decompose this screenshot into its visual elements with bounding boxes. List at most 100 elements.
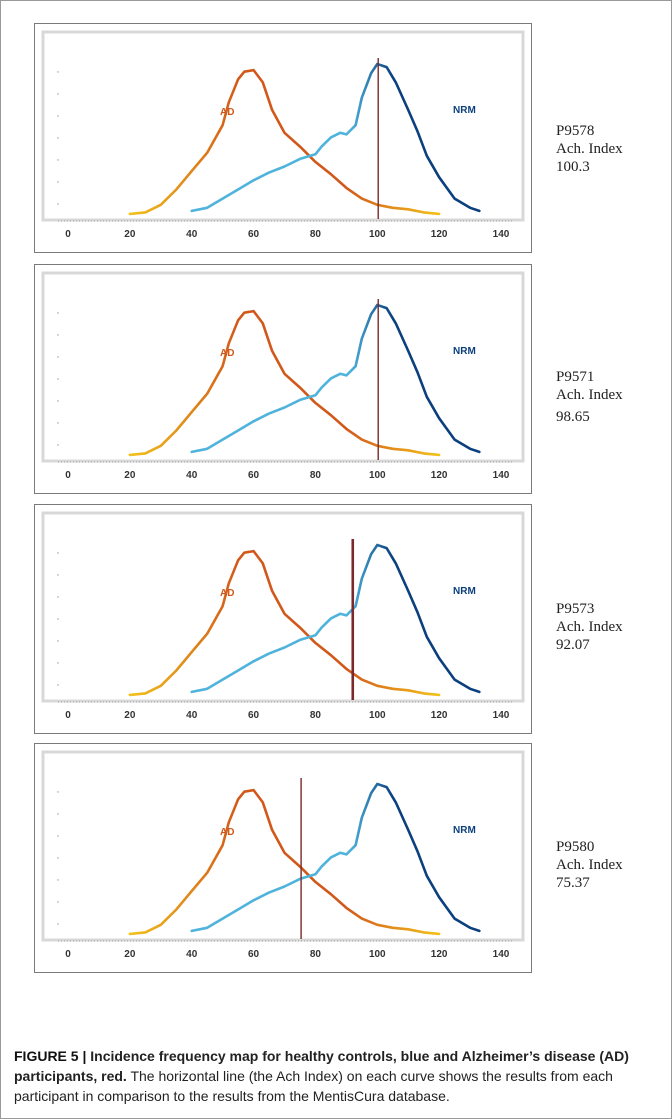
y-tick-dot <box>57 835 59 837</box>
index-label: Ach. Index <box>556 141 623 157</box>
y-tick-dot <box>57 400 59 402</box>
x-tick-label: 120 <box>431 710 448 721</box>
nrm-series-label: NRM <box>453 586 476 597</box>
x-tick-label: 40 <box>186 229 198 240</box>
nrm-series-line <box>190 782 481 933</box>
x-tick-label: 40 <box>186 470 198 481</box>
x-tick-label: 140 <box>493 470 510 481</box>
x-tick-label: 140 <box>493 949 510 960</box>
x-tick-label: 0 <box>65 949 71 960</box>
x-tick-label: 80 <box>310 710 322 721</box>
x-tick-label: 100 <box>369 470 386 481</box>
chart-svg: 0 20 40 60 80 100 120 140 AD NRM <box>41 750 525 960</box>
nrm-series-label: NRM <box>453 346 476 357</box>
nrm-series-label: NRM <box>453 825 476 836</box>
participant-info-3: P9573 Ach. Index 92.07 <box>556 600 623 654</box>
x-tick-label: 120 <box>431 229 448 240</box>
caption-label: FIGURE 5 | <box>14 1048 87 1064</box>
y-tick-dot <box>57 312 59 314</box>
participant-id: P9571 <box>556 369 595 385</box>
y-tick-dot <box>57 813 59 815</box>
y-tick-dot <box>57 137 59 139</box>
x-tick-label: 20 <box>124 710 136 721</box>
ad-series-label: AD <box>220 348 234 359</box>
index-value: 100.3 <box>556 159 590 175</box>
plot-area <box>41 30 525 222</box>
nrm-series-line <box>190 62 481 213</box>
x-tick-label: 80 <box>310 949 322 960</box>
x-tick-label: 140 <box>493 229 510 240</box>
nrm-series-line <box>190 543 481 694</box>
x-tick-label: 100 <box>369 229 386 240</box>
y-tick-dot <box>57 334 59 336</box>
chart-panel-4: 0 20 40 60 80 100 120 140 AD NRM <box>34 743 532 973</box>
participant-id: P9578 <box>556 123 595 139</box>
y-tick-dot <box>57 159 59 161</box>
ad-series-line <box>128 788 441 936</box>
chart-svg: 0 20 40 60 80 100 120 140 AD NRM <box>41 511 525 721</box>
index-value: 75.37 <box>556 875 590 891</box>
caption-bold-text: Incidence frequency map for healthy cont… <box>14 1048 629 1084</box>
index-label: Ach. Index <box>556 619 623 635</box>
nrm-series-line <box>190 303 481 454</box>
plot-area <box>41 511 525 703</box>
participant-id: P9580 <box>556 839 595 855</box>
y-tick-dot <box>57 879 59 881</box>
ad-series-label: AD <box>220 588 234 599</box>
participant-info-1: P9578 Ach. Index 100.3 <box>556 122 623 176</box>
y-tick-dot <box>57 640 59 642</box>
x-tick-label: 80 <box>310 229 322 240</box>
x-tick-label: 60 <box>248 710 260 721</box>
x-tick-label: 80 <box>310 470 322 481</box>
y-tick-dot <box>57 552 59 554</box>
caption-text: The horizontal line (the Ach Index) on e… <box>14 1068 613 1104</box>
chart-panel-2: 0 20 40 60 80 100 120 140 AD NRM <box>34 264 532 494</box>
index-label: Ach. Index <box>556 387 623 403</box>
y-tick-dot <box>57 596 59 598</box>
y-tick-dot <box>57 356 59 358</box>
y-tick-dot <box>57 115 59 117</box>
x-tick-label: 0 <box>65 710 71 721</box>
chart-panel-1: 0 20 40 60 80 100 120 140 AD NRM <box>34 23 532 253</box>
y-tick-dot <box>57 857 59 859</box>
plot-area <box>41 271 525 463</box>
ad-series-line <box>128 68 441 216</box>
x-tick-label: 100 <box>369 949 386 960</box>
x-tick-label: 20 <box>124 229 136 240</box>
ad-series-line <box>128 309 441 457</box>
y-tick-dot <box>57 93 59 95</box>
y-tick-dot <box>57 791 59 793</box>
x-tick-label: 140 <box>493 710 510 721</box>
y-tick-dot <box>57 618 59 620</box>
ad-series-label: AD <box>220 827 234 838</box>
y-tick-dot <box>57 378 59 380</box>
ad-series-line <box>128 549 441 697</box>
ad-series-label: AD <box>220 107 234 118</box>
x-tick-label: 60 <box>248 949 260 960</box>
x-tick-label: 40 <box>186 949 198 960</box>
y-tick-dot <box>57 901 59 903</box>
x-tick-label: 60 <box>248 229 260 240</box>
chart-svg: 0 20 40 60 80 100 120 140 AD NRM <box>41 271 525 481</box>
participant-info-4: P9580 Ach. Index 75.37 <box>556 838 623 892</box>
x-tick-label: 120 <box>431 949 448 960</box>
figure-caption: FIGURE 5 | Incidence frequency map for h… <box>14 1046 664 1106</box>
chart-panel-3: 0 20 40 60 80 100 120 140 AD NRM <box>34 504 532 734</box>
index-value: 98.65 <box>556 409 590 425</box>
x-tick-label: 60 <box>248 470 260 481</box>
x-tick-label: 0 <box>65 470 71 481</box>
x-tick-label: 40 <box>186 710 198 721</box>
y-tick-dot <box>57 181 59 183</box>
y-tick-dot <box>57 923 59 925</box>
x-tick-label: 120 <box>431 470 448 481</box>
y-tick-dot <box>57 444 59 446</box>
x-tick-label: 20 <box>124 949 136 960</box>
index-value: 92.07 <box>556 637 590 653</box>
nrm-series-label: NRM <box>453 105 476 116</box>
plot-area <box>41 750 525 942</box>
participant-id: P9573 <box>556 601 595 617</box>
x-tick-label: 0 <box>65 229 71 240</box>
chart-svg: 0 20 40 60 80 100 120 140 AD NRM <box>41 30 525 240</box>
y-tick-dot <box>57 422 59 424</box>
y-tick-dot <box>57 203 59 205</box>
